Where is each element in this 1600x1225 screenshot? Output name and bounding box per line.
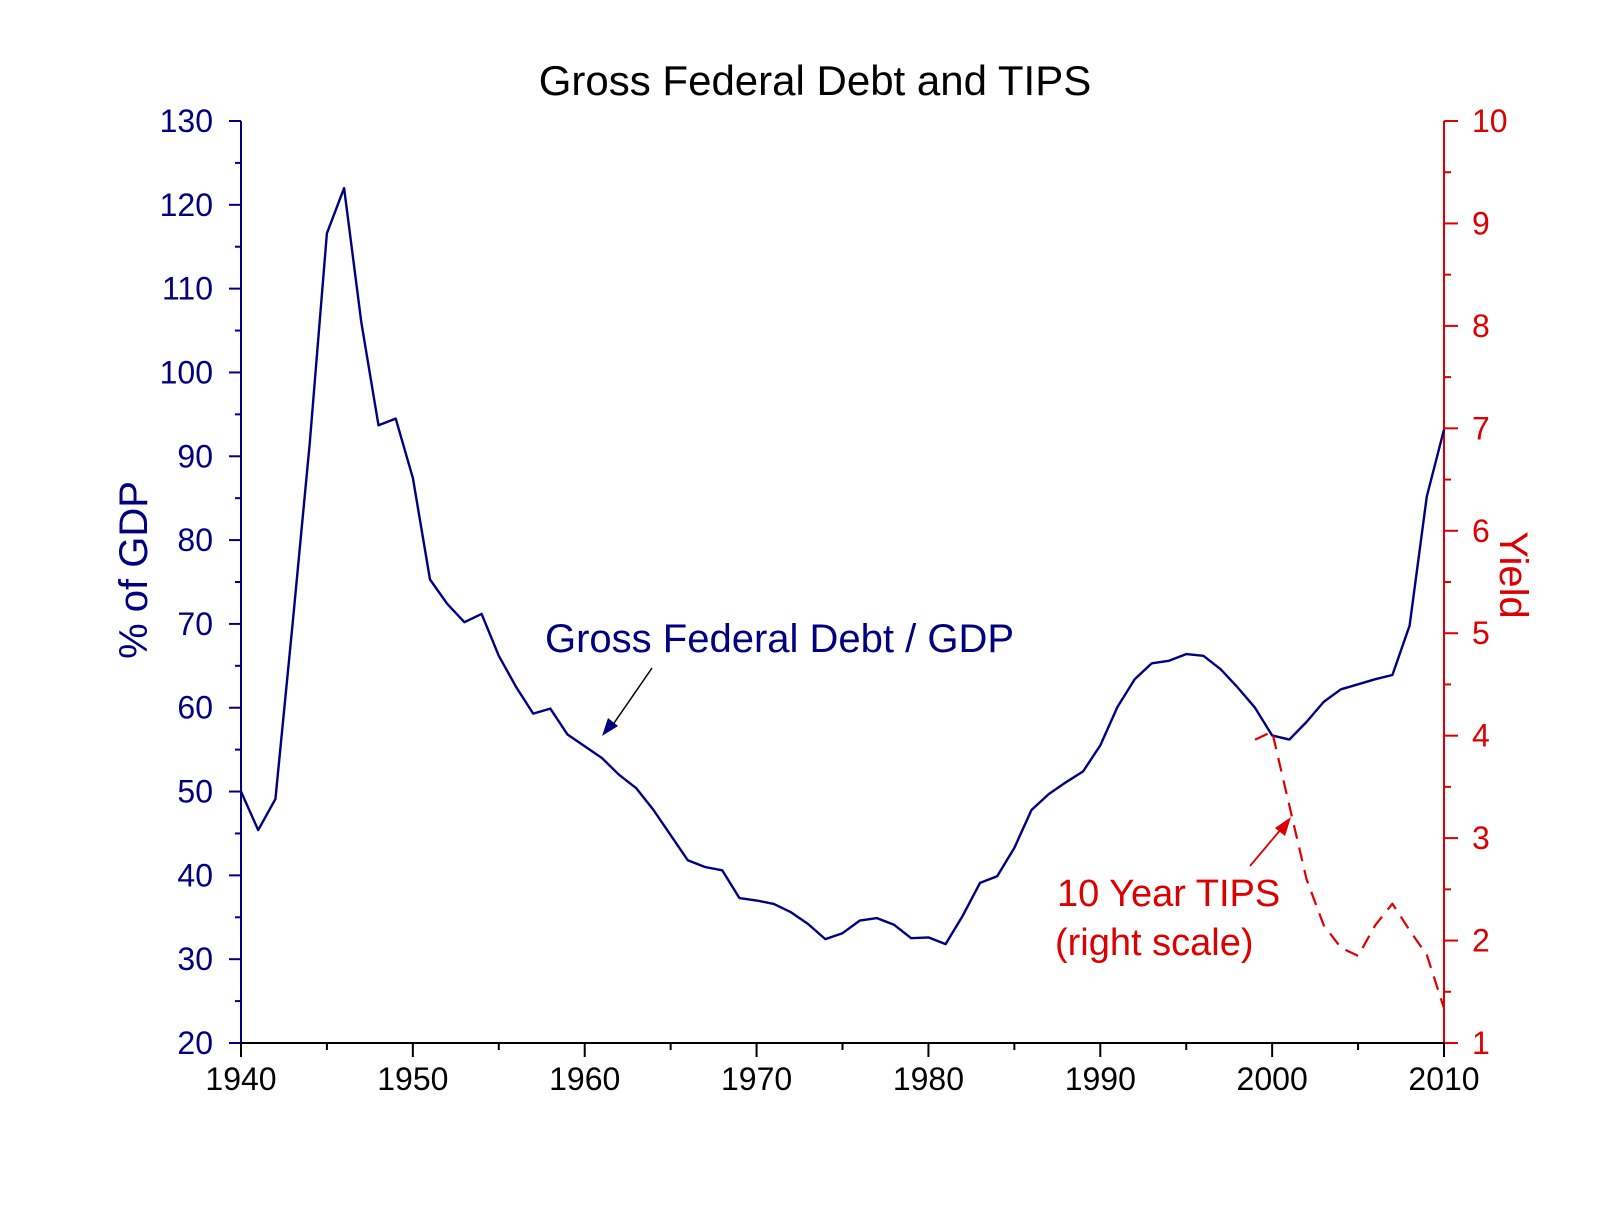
right-tick-label: 8 bbox=[1472, 308, 1490, 344]
left-tick-label: 20 bbox=[177, 1025, 213, 1061]
left-tick-label: 130 bbox=[160, 103, 213, 139]
x-tick-label: 1970 bbox=[721, 1061, 792, 1097]
left-axis-ticks: 20 30 40 50 60 70 80 90 100 110 120 130 bbox=[160, 103, 241, 1061]
x-tick-label: 2000 bbox=[1237, 1061, 1308, 1097]
left-tick-label: 40 bbox=[177, 857, 213, 893]
x-tick-label: 1980 bbox=[893, 1061, 964, 1097]
left-tick-label: 30 bbox=[177, 941, 213, 977]
right-axis-ticks: 1 2 3 4 5 6 7 8 9 10 bbox=[1444, 103, 1508, 1061]
right-tick-label: 10 bbox=[1472, 103, 1508, 139]
annotation-tips-line2: (right scale) bbox=[1055, 922, 1254, 964]
left-tick-label: 110 bbox=[162, 271, 213, 307]
series-layer bbox=[239, 186, 1446, 1009]
left-tick-label: 90 bbox=[177, 438, 213, 474]
annotation-debt-arrow-shaft bbox=[611, 667, 653, 727]
x-tick-label: 2010 bbox=[1408, 1061, 1479, 1097]
left-tick-label: 80 bbox=[177, 522, 213, 558]
right-tick-label: 4 bbox=[1472, 718, 1490, 754]
right-tick-label: 2 bbox=[1472, 923, 1490, 959]
right-tick-label: 6 bbox=[1472, 513, 1490, 549]
right-tick-label: 7 bbox=[1472, 410, 1490, 446]
left-tick-label: 60 bbox=[177, 690, 213, 726]
left-axis-label: % of GDP bbox=[112, 481, 156, 659]
x-tick-label: 1990 bbox=[1065, 1061, 1136, 1097]
x-axis-ticks: 1940 1950 1960 1970 1980 1990 2000 2010 bbox=[205, 1043, 1480, 1097]
series-line-debt bbox=[239, 186, 1446, 946]
right-tick-label: 1 bbox=[1472, 1025, 1490, 1061]
x-tick-label: 1950 bbox=[377, 1061, 448, 1097]
x-tick-label: 1960 bbox=[549, 1061, 620, 1097]
left-tick-label: 100 bbox=[160, 354, 213, 390]
left-tick-label: 70 bbox=[177, 606, 213, 642]
annotation-tips-line1: 10 Year TIPS bbox=[1057, 873, 1280, 915]
annotation-debt: Gross Federal Debt / GDP bbox=[545, 617, 1014, 661]
right-tick-label: 5 bbox=[1472, 615, 1490, 651]
right-tick-label: 9 bbox=[1472, 205, 1490, 241]
annotation-tips-arrowhead bbox=[1275, 817, 1291, 836]
left-tick-label: 120 bbox=[160, 187, 213, 223]
annotation-debt-arrowhead bbox=[602, 718, 618, 736]
x-tick-label: 1940 bbox=[205, 1061, 276, 1097]
right-axis-label: Yield bbox=[1491, 531, 1535, 618]
series-line-tips bbox=[1254, 730, 1446, 1009]
chart-title: Gross Federal Debt and TIPS bbox=[539, 57, 1091, 104]
right-tick-label: 3 bbox=[1472, 820, 1490, 856]
annotation-tips-arrow-shaft bbox=[1249, 827, 1283, 867]
left-tick-label: 50 bbox=[177, 774, 213, 810]
